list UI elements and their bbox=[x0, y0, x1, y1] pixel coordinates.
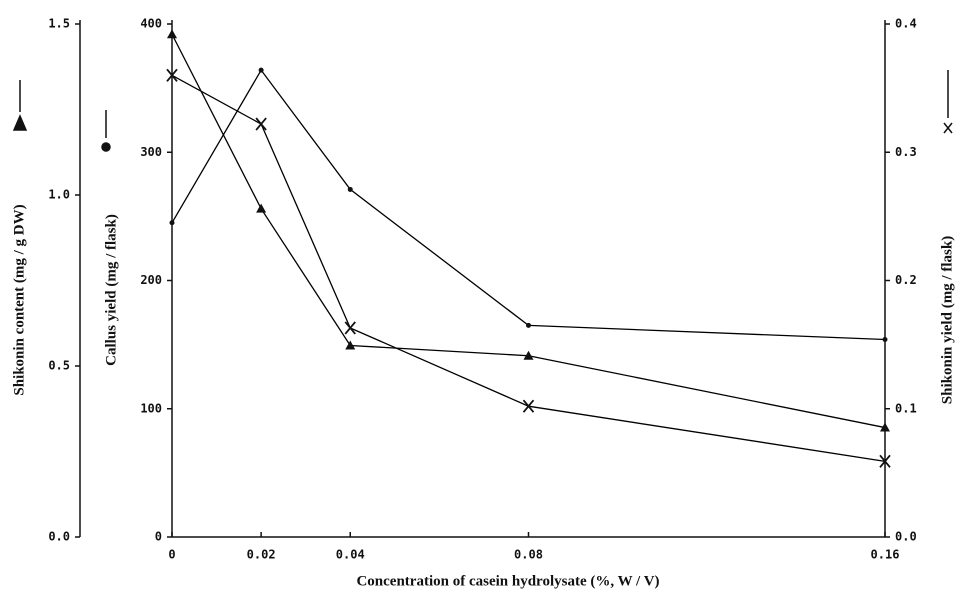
triangle-marker bbox=[345, 340, 356, 350]
x-tick-label: 0.04 bbox=[336, 548, 365, 562]
circle-marker bbox=[526, 322, 531, 328]
cross-marker bbox=[255, 117, 267, 131]
cross-marker bbox=[522, 399, 535, 413]
triangle-marker bbox=[880, 422, 890, 432]
x-tick-label: 0 bbox=[168, 548, 175, 562]
circle-marker bbox=[258, 67, 264, 73]
circle-marker bbox=[169, 220, 175, 226]
tick-label: 400 bbox=[140, 17, 162, 31]
tick-label: 0.3 bbox=[895, 145, 917, 159]
tick-label: 200 bbox=[140, 273, 162, 287]
triangle-marker bbox=[523, 350, 534, 360]
key-circle bbox=[101, 142, 111, 152]
tick-label: 0 bbox=[155, 530, 162, 544]
y-axis-title: Callus yield (mg / flask) bbox=[103, 214, 119, 366]
tick-label: 0.1 bbox=[895, 401, 917, 415]
cross-marker bbox=[879, 454, 891, 468]
tick-label: 0.2 bbox=[895, 273, 917, 287]
cross-marker bbox=[166, 68, 178, 82]
circle-marker bbox=[347, 186, 353, 192]
series-line bbox=[171, 68, 886, 341]
triangle-marker bbox=[256, 203, 267, 213]
key-triangle bbox=[12, 114, 28, 131]
tick-label: 0.5 bbox=[48, 359, 70, 373]
tick-label: 0.0 bbox=[895, 530, 917, 544]
y3-axis-title: Shikonin content (mg / g DW) bbox=[11, 204, 27, 395]
tick-label: 1.0 bbox=[48, 188, 70, 202]
key-cross bbox=[943, 122, 953, 134]
x-tick-label: 0.16 bbox=[871, 548, 900, 562]
tick-label: 1.5 bbox=[48, 17, 70, 31]
x-tick-label: 0.08 bbox=[514, 548, 543, 562]
cross-marker bbox=[344, 321, 356, 335]
series-line bbox=[171, 74, 886, 462]
tick-label: 0.4 bbox=[895, 17, 917, 31]
y2-axis-title: Shikonin yield (mg / flask) bbox=[939, 236, 955, 404]
x-tick-label: 0.02 bbox=[247, 548, 276, 562]
tick-label: 300 bbox=[140, 145, 162, 159]
circle-marker bbox=[882, 336, 888, 342]
tick-label: 100 bbox=[140, 401, 162, 415]
legend-keys bbox=[12, 70, 953, 152]
tick-label: 0.0 bbox=[48, 530, 70, 544]
x-axis-title: Concentration of casein hydrolysate (%, … bbox=[356, 573, 659, 589]
triangle-marker bbox=[167, 29, 177, 39]
